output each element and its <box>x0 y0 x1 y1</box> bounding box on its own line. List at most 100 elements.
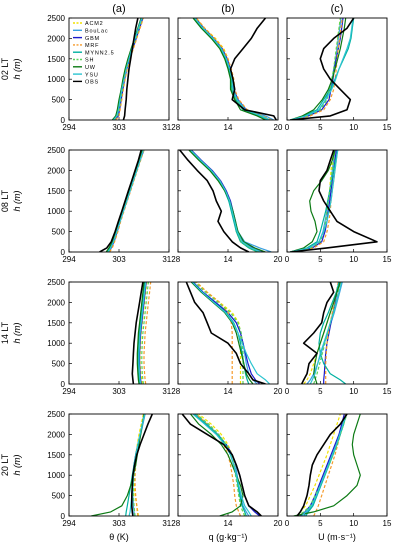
series-line-uw <box>293 414 361 516</box>
panel-series-group <box>290 150 378 252</box>
series-line-sh <box>141 282 149 384</box>
y-tick-label: 2500 <box>47 410 65 419</box>
series-line-sh <box>290 150 336 252</box>
series-line-uw <box>290 18 347 120</box>
y-tick-label: 500 <box>52 228 66 237</box>
series-line-obs <box>179 150 250 252</box>
panel-frame <box>68 149 170 253</box>
x-tick-label: 0 <box>285 255 290 264</box>
y-tick-label: 0 <box>61 380 66 389</box>
panel-frame <box>68 413 170 517</box>
series-line-acm2 <box>303 282 341 384</box>
panel-series-group <box>131 282 152 384</box>
x-tick-label: 10 <box>349 255 358 264</box>
y-tick-label: 2500 <box>47 14 65 23</box>
x-tick-label: 312 <box>162 255 176 264</box>
series-line-ysu <box>107 150 144 252</box>
series-line-obs <box>296 414 348 516</box>
x-tick-label: 20 <box>274 255 283 264</box>
x-tick-label: 14 <box>224 255 233 264</box>
x-tick-label: 10 <box>349 519 358 528</box>
panel-series-group <box>181 414 262 516</box>
x-tick-label: 0 <box>285 519 290 528</box>
legend-label: UW <box>85 65 96 71</box>
y-tick-label: 500 <box>52 492 66 501</box>
panel-frame <box>68 17 170 121</box>
y-tick-label: 1500 <box>47 55 65 64</box>
x-tick-label: 312 <box>162 123 176 132</box>
y-tick-label: 1000 <box>47 75 65 84</box>
x-tick-label: 5 <box>318 387 323 396</box>
series-line-mrf <box>190 150 262 252</box>
x-tick-label: 312 <box>162 387 176 396</box>
y-tick-label: 1000 <box>47 471 65 480</box>
series-line-mrf <box>115 18 144 120</box>
series-line-ysu <box>190 150 262 252</box>
y-tick-label: 0 <box>61 512 66 521</box>
y-tick-label: 1500 <box>47 187 65 196</box>
x-tick-label: 294 <box>62 387 76 396</box>
x-tick-label: 15 <box>383 123 392 132</box>
x-tick-label: 303 <box>112 255 126 264</box>
x-tick-label: 20 <box>274 123 283 132</box>
panel-series-group <box>293 414 361 516</box>
y-tick-label: 1500 <box>47 451 65 460</box>
series-line-acm2 <box>190 150 258 252</box>
x-axis-label: U (m·s⁻¹) <box>318 532 356 542</box>
x-tick-label: 294 <box>62 519 76 528</box>
y-tick-label: 2000 <box>47 298 65 307</box>
series-line-mynn25 <box>189 150 259 252</box>
y-tick-label: 1000 <box>47 339 65 348</box>
x-axis-label: θ (K) <box>109 532 129 542</box>
y-tick-label: 2500 <box>47 146 65 155</box>
series-line-ysu <box>301 414 347 516</box>
panel-series-group <box>290 18 355 120</box>
series-line-ysu <box>309 282 343 384</box>
series-line-gbm <box>192 414 261 516</box>
series-line-sh <box>194 282 244 384</box>
y-tick-label: 2500 <box>47 278 65 287</box>
x-tick-label: 8 <box>176 387 181 396</box>
x-axis-label: q (g·kg⁻¹) <box>209 532 248 542</box>
panel-series-group <box>99 150 145 252</box>
x-tick-label: 8 <box>176 519 181 528</box>
series-line-mrf <box>290 18 343 120</box>
y-tick-label: 0 <box>61 248 66 257</box>
panel-frame <box>177 149 279 253</box>
x-tick-label: 8 <box>176 123 181 132</box>
series-line-obs <box>290 18 355 120</box>
legend-label: MRF <box>85 43 99 49</box>
panel-frame <box>68 281 170 385</box>
series-line-ysu <box>112 18 143 120</box>
column-header: (c) <box>331 3 344 15</box>
x-tick-label: 5 <box>318 123 323 132</box>
series-line-uw <box>192 18 266 120</box>
legend-label: SH <box>85 58 94 64</box>
y-tick-label: 2000 <box>47 166 65 175</box>
panel-series-group <box>300 282 347 384</box>
legend-label: BouLac <box>85 29 108 35</box>
x-tick-label: 0 <box>285 387 290 396</box>
series-line-ysu <box>138 282 147 384</box>
panel-frame <box>177 281 279 385</box>
row-time-label: 20 LT <box>0 453 10 476</box>
x-tick-label: 10 <box>349 123 358 132</box>
panel-series-group <box>185 282 271 384</box>
x-tick-label: 14 <box>224 123 233 132</box>
legend-label: MYNN2.5 <box>85 50 114 56</box>
y-tick-label: 1500 <box>47 319 65 328</box>
series-line-uw <box>136 282 145 384</box>
y-tick-label: 500 <box>52 360 66 369</box>
series-line-sh <box>195 414 246 516</box>
row-time-label: 02 LT <box>0 57 10 80</box>
series-line-sh <box>290 18 341 120</box>
x-tick-label: 303 <box>112 519 126 528</box>
x-tick-label: 14 <box>224 519 233 528</box>
series-line-obs <box>99 150 142 252</box>
x-tick-label: 15 <box>383 519 392 528</box>
x-tick-label: 8 <box>176 255 181 264</box>
panel-series-group <box>179 150 272 252</box>
series-line-obs <box>185 282 266 384</box>
